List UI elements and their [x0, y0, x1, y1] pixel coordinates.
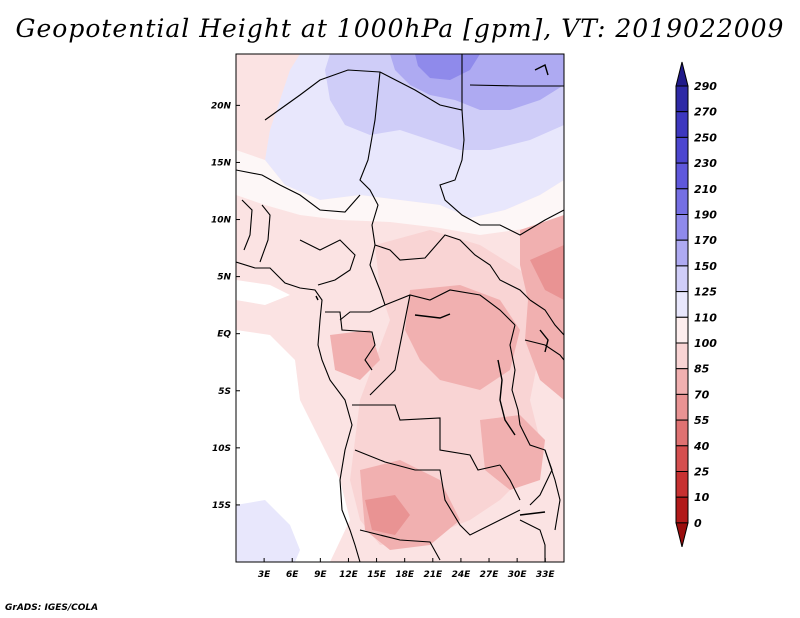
y-tick-label: 20N [211, 101, 232, 111]
colorbar-segment [675, 316, 689, 344]
x-tick-label: 6E [286, 570, 299, 580]
colorbar: 2902702502302101901701501251101008570554… [675, 61, 717, 548]
x-tick-label: 24E [452, 570, 472, 580]
x-tick-label: 30E [508, 570, 528, 580]
colorbar-label: 100 [694, 337, 717, 350]
colorbar-bottom-arrow [675, 522, 689, 548]
colorbar-label: 270 [694, 106, 717, 119]
colorbar-label: 190 [694, 209, 717, 222]
colorbar-label: 10 [694, 491, 710, 504]
colorbar-segment [675, 136, 689, 164]
y-tick-label: EQ [217, 330, 231, 340]
colorbar-label: 170 [694, 234, 717, 247]
y-tick-label: 10S [212, 444, 231, 454]
x-tick-label: 33E [536, 570, 556, 580]
map-title: Geopotential Height at 1000hPa [gpm], VT… [15, 14, 785, 43]
x-tick-label: 15E [367, 570, 387, 580]
colorbar-segment [675, 265, 689, 293]
y-axis: 20N 15N 10N 5N EQ 5S 10S 15S [211, 101, 240, 511]
colorbar-segment [675, 111, 689, 138]
colorbar-label: 250 [694, 131, 717, 144]
map-frame [235, 53, 565, 563]
colorbar-label: 110 [694, 311, 717, 324]
colorbar-label: 55 [694, 414, 710, 427]
colorbar-segment [675, 162, 689, 190]
y-tick-label: 5N [217, 273, 231, 283]
colorbar-segment [675, 291, 689, 318]
colorbar-segment [675, 214, 689, 241]
colorbar-segment [675, 239, 689, 267]
colorbar-segment [675, 368, 689, 395]
height-field [236, 54, 564, 562]
colorbar-segment [675, 445, 689, 472]
colorbar-label: 0 [694, 517, 702, 530]
colorbar-label: 25 [694, 466, 710, 479]
y-tick-label: 5S [218, 387, 231, 397]
x-tick-label: 18E [395, 570, 415, 580]
colorbar-segment [675, 471, 689, 498]
lakes [315, 64, 549, 516]
colorbar-segment [675, 342, 689, 370]
colorbar-label: 150 [694, 260, 717, 273]
colorbar-segment [675, 419, 689, 447]
colorbar-top-arrow [675, 61, 689, 87]
x-tick-label: 3E [258, 570, 271, 580]
colorbar-segment [675, 496, 689, 524]
x-tick-label: 21E [423, 570, 443, 580]
y-tick-label: 15N [211, 158, 232, 168]
colorbar-label: 85 [694, 363, 710, 376]
colorbar-segment [675, 393, 689, 421]
x-tick-label: 9E [314, 570, 327, 580]
y-tick-label: 10N [211, 216, 232, 226]
x-axis: 3E 6E 9E 12E 15E 18E 21E 24E 27E 30E 33E [258, 558, 556, 580]
colorbar-label: 40 [693, 440, 710, 453]
colorbar-label: 230 [694, 157, 717, 170]
colorbar-segment [675, 188, 689, 216]
colorbar-label: 210 [694, 183, 717, 196]
y-tick-label: 15S [212, 501, 231, 511]
x-tick-label: 27E [480, 570, 500, 580]
x-tick-label: 12E [339, 570, 359, 580]
colorbar-label: 125 [694, 286, 717, 299]
grads-credit: GrADS: IGES/COLA [5, 603, 99, 613]
colorbar-segment [675, 85, 689, 113]
country-borders [236, 54, 564, 562]
colorbar-label: 290 [694, 80, 717, 93]
colorbar-label: 70 [694, 388, 710, 401]
